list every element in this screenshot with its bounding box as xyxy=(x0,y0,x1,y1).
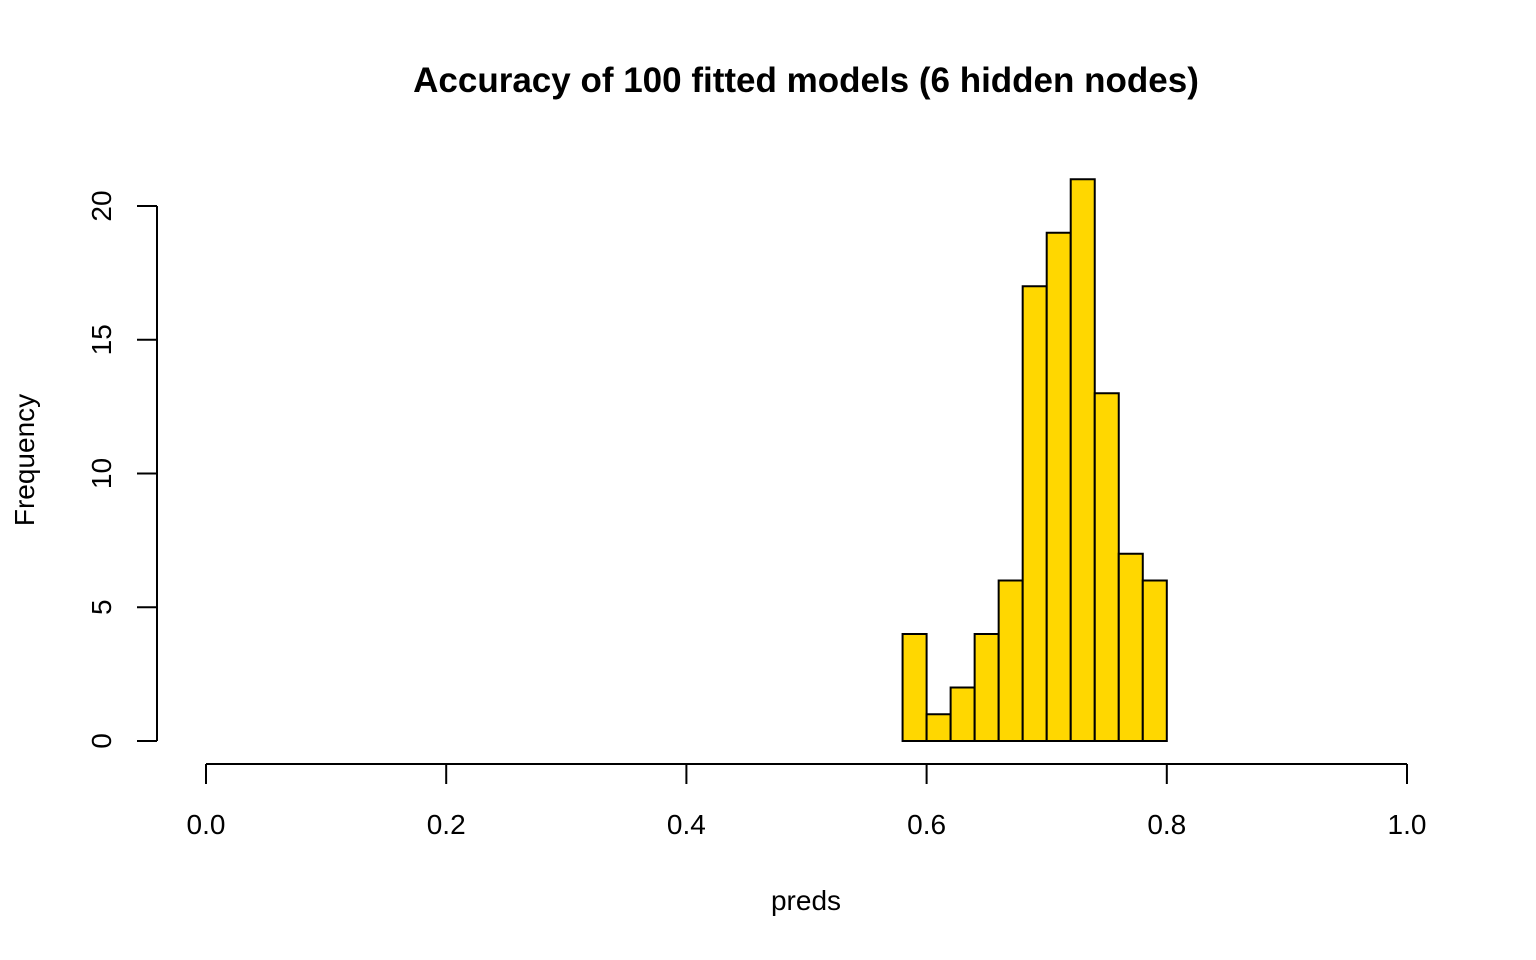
y-axis: 0 5 10 15 20 xyxy=(86,190,158,749)
y-tick-label: 0 xyxy=(86,733,117,749)
y-tick-label: 20 xyxy=(86,190,117,221)
y-tick-label: 10 xyxy=(86,458,117,489)
y-tick-label: 5 xyxy=(86,599,117,615)
histogram-bar xyxy=(1069,178,1096,742)
x-tick-label: 0.2 xyxy=(427,809,466,840)
x-tick-label: 1.0 xyxy=(1388,809,1427,840)
histogram-bar xyxy=(1045,231,1072,742)
chart-title: Accuracy of 100 fitted models (6 hidden … xyxy=(413,61,1199,100)
histogram-bar xyxy=(1093,392,1120,742)
histogram-bar xyxy=(997,579,1024,742)
histogram-bar xyxy=(1117,552,1144,742)
histogram-bar xyxy=(949,686,976,742)
x-tick-label: 0.8 xyxy=(1147,809,1186,840)
histogram-bar xyxy=(1021,285,1048,742)
x-axis-label: preds xyxy=(771,885,841,916)
histogram-bar xyxy=(901,633,928,742)
histogram-bar xyxy=(973,633,1000,742)
histogram-bar xyxy=(925,713,952,742)
x-tick-label: 0.4 xyxy=(667,809,706,840)
y-tick-label: 15 xyxy=(86,324,117,355)
y-axis-label: Frequency xyxy=(9,394,40,526)
x-tick-label: 0.0 xyxy=(187,809,226,840)
x-tick-label: 0.6 xyxy=(907,809,946,840)
histogram-bars xyxy=(901,178,1168,742)
histogram-bar xyxy=(1141,579,1168,742)
x-axis: 0.0 0.2 0.4 0.6 0.8 1.0 xyxy=(187,763,1427,840)
